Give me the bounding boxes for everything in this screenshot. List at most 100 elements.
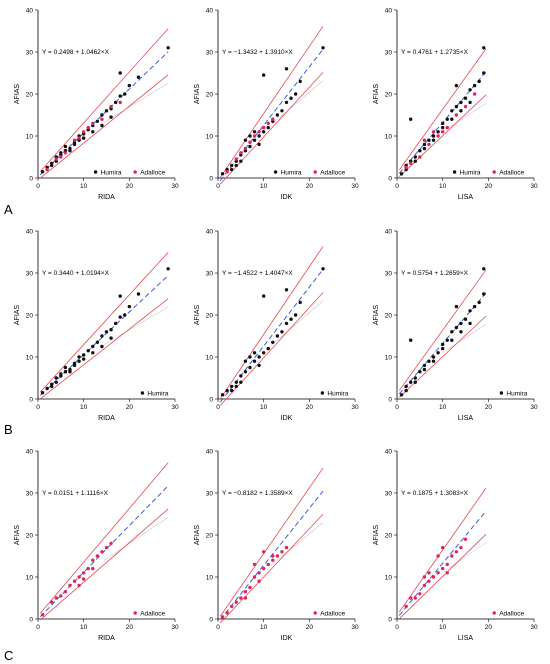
data-point-humira <box>280 109 284 113</box>
data-point-humira <box>445 117 449 121</box>
legend-marker-humira <box>93 170 98 174</box>
y-tick-label: 10 <box>385 133 393 140</box>
data-point-humira <box>95 340 100 344</box>
data-point-humira <box>127 83 132 88</box>
x-tick-label: 0 <box>395 404 399 411</box>
data-point-humira <box>230 384 234 389</box>
data-point-humira <box>81 136 86 140</box>
x-tick-label: 10 <box>80 624 88 631</box>
data-point-humira <box>86 349 90 353</box>
chart-panel-3-2: 0 10 20 30 0 10 20 30 40 IDK AFIAS Y = −0.8182 + 1.… <box>194 448 359 642</box>
data-point-adalloce <box>252 134 257 138</box>
data-point-humira <box>463 317 468 321</box>
x-tick-label: 10 <box>80 404 88 411</box>
data-point-humira <box>109 328 113 332</box>
y-axis-label: AFIAS <box>373 305 380 326</box>
data-point-humira <box>454 104 459 109</box>
x-axis-label: IDK <box>281 635 293 642</box>
y-tick-label: 0 <box>209 175 213 182</box>
y-tick-label: 40 <box>26 7 34 14</box>
y-tick-label: 30 <box>206 49 214 56</box>
confidence-band-lower <box>219 72 324 185</box>
y-tick-label: 30 <box>385 270 393 277</box>
data-point-humira <box>239 159 243 163</box>
x-tick-label: 20 <box>306 183 314 190</box>
confidence-band-lower <box>40 74 169 179</box>
prediction-band-line <box>104 82 169 123</box>
x-axis-label: LISA <box>458 194 474 201</box>
data-point-humira <box>468 88 472 92</box>
data-point-adalloce <box>243 590 248 594</box>
regression-equation: Y = 0.5754 + 1.2659×X <box>401 270 469 277</box>
data-point-adalloce <box>472 92 477 96</box>
y-tick-label: 40 <box>206 7 214 14</box>
data-point-humira <box>468 100 472 105</box>
data-point-adalloce <box>409 596 413 600</box>
prediction-band-line <box>104 306 169 345</box>
data-point-humira <box>113 100 118 105</box>
legend-label-adalloce: Adalloce <box>140 169 165 176</box>
y-tick-label: 30 <box>385 490 393 497</box>
confidence-band-lower <box>40 508 169 621</box>
x-tick-label: 10 <box>260 404 268 411</box>
data-point-adalloce <box>454 113 459 117</box>
data-point-humira <box>321 46 325 50</box>
data-point-humira <box>230 388 234 393</box>
data-point-adalloce <box>427 142 431 147</box>
data-point-humira <box>261 73 266 77</box>
y-tick-label: 30 <box>26 49 34 56</box>
data-point-adalloce <box>81 130 86 134</box>
y-tick-label: 0 <box>29 175 33 182</box>
data-point-humira <box>50 384 54 389</box>
panel-letter-b: B <box>4 422 13 437</box>
data-point-adalloce <box>100 117 104 121</box>
data-point-adalloce <box>261 550 266 554</box>
data-point-humira <box>95 119 100 124</box>
data-point-humira <box>109 336 113 340</box>
chart-panel-2-3: 0 10 20 30 0 10 20 30 40 LISA AFIAS Y = 0.5754 + 1.… <box>373 228 538 422</box>
y-tick-label: 0 <box>209 396 213 403</box>
y-tick-label: 10 <box>385 354 393 361</box>
y-tick-label: 30 <box>206 490 214 497</box>
legend-label-humira: Humira <box>147 390 168 397</box>
y-tick-label: 0 <box>209 616 213 623</box>
y-tick-label: 10 <box>26 354 34 361</box>
data-point-adalloce <box>239 151 243 155</box>
x-tick-label: 0 <box>36 183 40 190</box>
data-point-adalloce <box>220 615 225 619</box>
x-tick-label: 30 <box>351 183 359 190</box>
confidence-band-lower <box>219 292 324 406</box>
y-tick-label: 20 <box>26 91 34 98</box>
data-point-adalloce <box>100 550 104 554</box>
data-point-adalloce <box>404 165 408 170</box>
data-point-humira <box>472 83 477 88</box>
regression-equation: Y = 0.2498 + 1.0462×X <box>42 49 110 56</box>
legend-label-adalloce: Adalloce <box>320 169 345 176</box>
data-point-humira <box>234 380 238 384</box>
data-point-humira <box>280 330 284 334</box>
data-point-adalloce <box>404 604 408 609</box>
data-point-humira <box>404 388 408 393</box>
data-point-adalloce <box>445 571 449 575</box>
regression-line <box>398 510 487 616</box>
x-tick-label: 0 <box>216 183 220 190</box>
data-point-adalloce <box>243 146 248 151</box>
legend-label-humira: Humira <box>506 390 527 397</box>
data-point-humira <box>59 372 63 376</box>
data-point-humira <box>431 359 436 363</box>
data-point-humira <box>45 386 49 391</box>
legend-marker-adalloce <box>133 170 137 174</box>
y-tick-label: 20 <box>385 91 393 98</box>
data-point-adalloce <box>72 138 77 142</box>
data-point-humira <box>445 338 449 342</box>
data-point-humira <box>266 125 270 130</box>
data-point-humira <box>459 321 463 326</box>
regression-equation: Y = −0.8182 + 1.3589×X <box>222 490 293 497</box>
data-point-humira <box>59 151 63 155</box>
data-point-humira <box>243 359 248 363</box>
x-tick-label: 10 <box>439 624 447 631</box>
prediction-band-line <box>442 324 487 353</box>
confidence-band-lower <box>399 94 487 177</box>
legend-label-adalloce: Adalloce <box>499 610 524 617</box>
data-point-humira <box>422 146 427 151</box>
